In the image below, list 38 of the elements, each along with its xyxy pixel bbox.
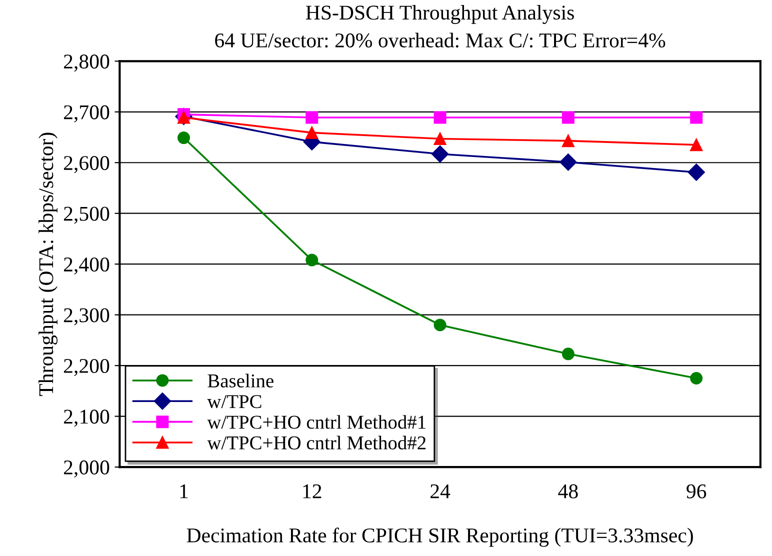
point [690,372,703,385]
legend-label: w/TPC+HO cntrl Method#2 [207,436,426,450]
point [177,132,190,144]
x-tick-label: 1 [180,484,188,498]
point [690,138,703,152]
legend-label: Baseline [208,374,274,388]
point [434,318,446,332]
y-tick-label: 2,400 [64,257,110,275]
point [562,111,574,124]
legend-label: w/TPC [207,395,262,408]
point [690,111,703,124]
point [688,164,705,181]
y-tick-label: 2,800 [64,54,110,72]
chart-subtitle: 64 UE/sector: 20% overhead: Max C/: TPC Error=4% [215,32,666,48]
chart-title: HS-DSCH Throughput Analysis [306,5,574,24]
y-tick-label: 2,100 [64,410,110,427]
x-tick-label: 96 [686,484,706,498]
y-tick-label: 2,500 [64,206,110,224]
x-tick-label: 24 [430,484,450,498]
x-tick-label: 12 [303,484,322,498]
point [562,134,574,148]
y-tick-label: 2,700 [64,105,110,122]
legend-label: w/TPC+HO cntrl Method#1 [207,415,426,429]
point [560,154,577,171]
y-tick-label: 2,600 [64,156,110,174]
point [434,111,446,124]
point [306,126,318,139]
y-tick-label: 2,200 [64,358,110,376]
x-tick-label: 48 [558,484,578,498]
point [306,111,318,124]
y-axis-title: Throughput (OTA: kbps/sector) [38,132,58,396]
point [431,145,449,163]
y-tick-label: 2,300 [64,308,110,326]
point [306,254,318,266]
point [562,348,574,360]
y-tick-label: 2,000 [64,460,110,478]
x-axis-title: Decimation Rate for CPICH SIR Reporting (TUI=3.33msec) [186,528,693,547]
point [434,132,446,146]
